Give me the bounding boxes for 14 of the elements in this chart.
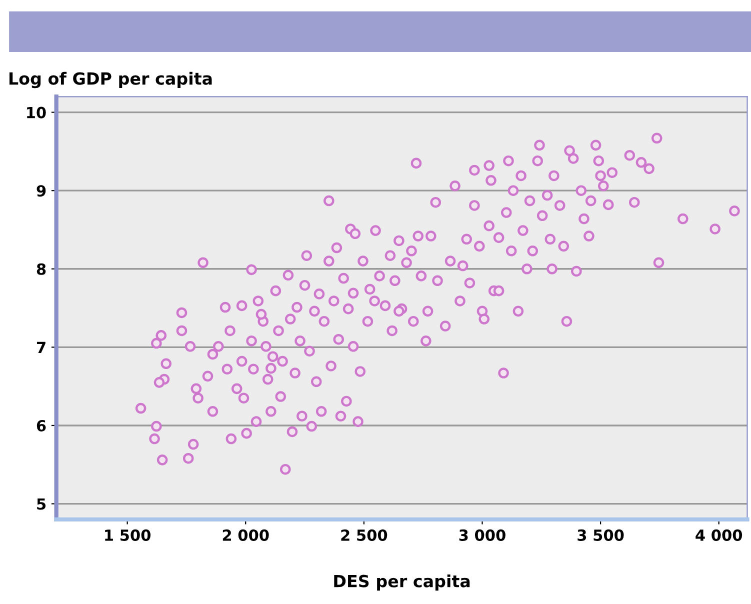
x-axis-title: DES per capita	[334, 574, 470, 591]
x-tick-label: 3 500	[578, 529, 624, 541]
y-tick-label: 10	[27, 106, 46, 118]
x-tick-label: 2 500	[341, 529, 388, 541]
y-axis-title: Log of GDP per capita	[9, 72, 212, 88]
x-tick-label: 3 000	[459, 529, 506, 541]
y-tick-label: 5	[37, 498, 46, 510]
x-tick-label: 2 000	[222, 529, 269, 541]
y-tick-label: 7	[36, 342, 46, 353]
y-tick-label: 6	[36, 420, 46, 432]
x-tick-label: 4 000	[696, 529, 742, 541]
y-tick-label: 9	[36, 185, 46, 197]
x-tick-label: 1 500	[105, 529, 150, 541]
y-tick-label: 8	[36, 263, 46, 275]
